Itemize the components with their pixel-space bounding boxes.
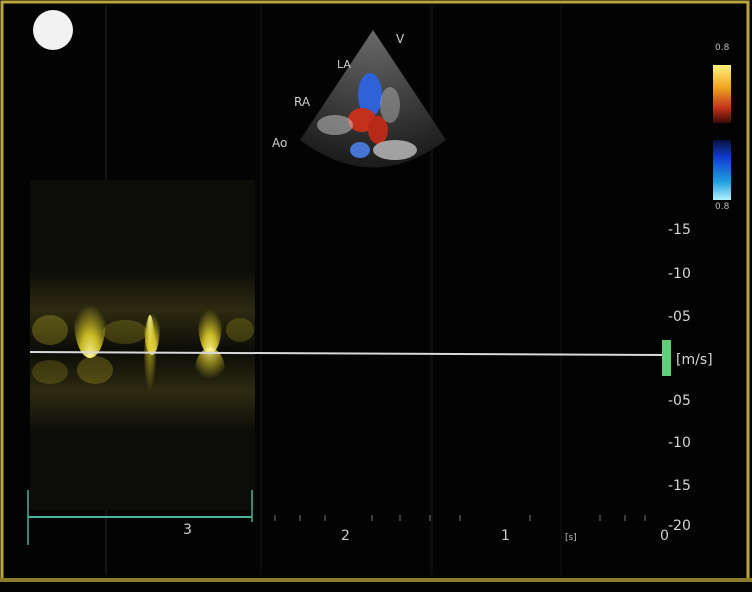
velocity-tick: -10 (668, 435, 691, 451)
zero-baseline (29, 351, 666, 356)
color-bar-bottom-label: 0.8 (715, 202, 730, 212)
doppler-peak (144, 315, 156, 425)
sector-label-la: LA (337, 58, 351, 71)
velocity-tick: -10 (668, 266, 691, 282)
velocity-tick: -05 (668, 309, 691, 325)
velocity-color-bar-negative (713, 140, 731, 200)
time-unit-label: [s] (565, 533, 577, 543)
velocity-tick: -20 (668, 518, 691, 534)
doppler-peak (195, 348, 225, 392)
time-label: 1 (501, 528, 510, 544)
doppler-spectrum (30, 180, 255, 510)
sector-label-top: V (396, 32, 405, 46)
velocity-tick: -05 (668, 393, 691, 409)
velocity-tick: -15 (668, 478, 691, 494)
time-label: 0 (660, 528, 669, 544)
doppler-peak (74, 282, 106, 358)
sector-label-ao: Ao (272, 136, 288, 150)
time-label: 3 (183, 522, 192, 538)
probe-indicator-icon (33, 10, 73, 50)
velocity-unit-label: [m/s] (676, 352, 713, 368)
velocity-tick: -15 (668, 222, 691, 238)
time-label: 2 (341, 528, 350, 544)
baseline-marker (662, 340, 671, 376)
echo-sector-image (300, 30, 446, 168)
doppler-peak (198, 290, 222, 354)
sector-label-ra: RA (294, 95, 311, 109)
velocity-color-bar-positive (713, 65, 731, 123)
time-axis (27, 490, 646, 545)
color-bar-top-label: 0.8 (715, 43, 730, 53)
